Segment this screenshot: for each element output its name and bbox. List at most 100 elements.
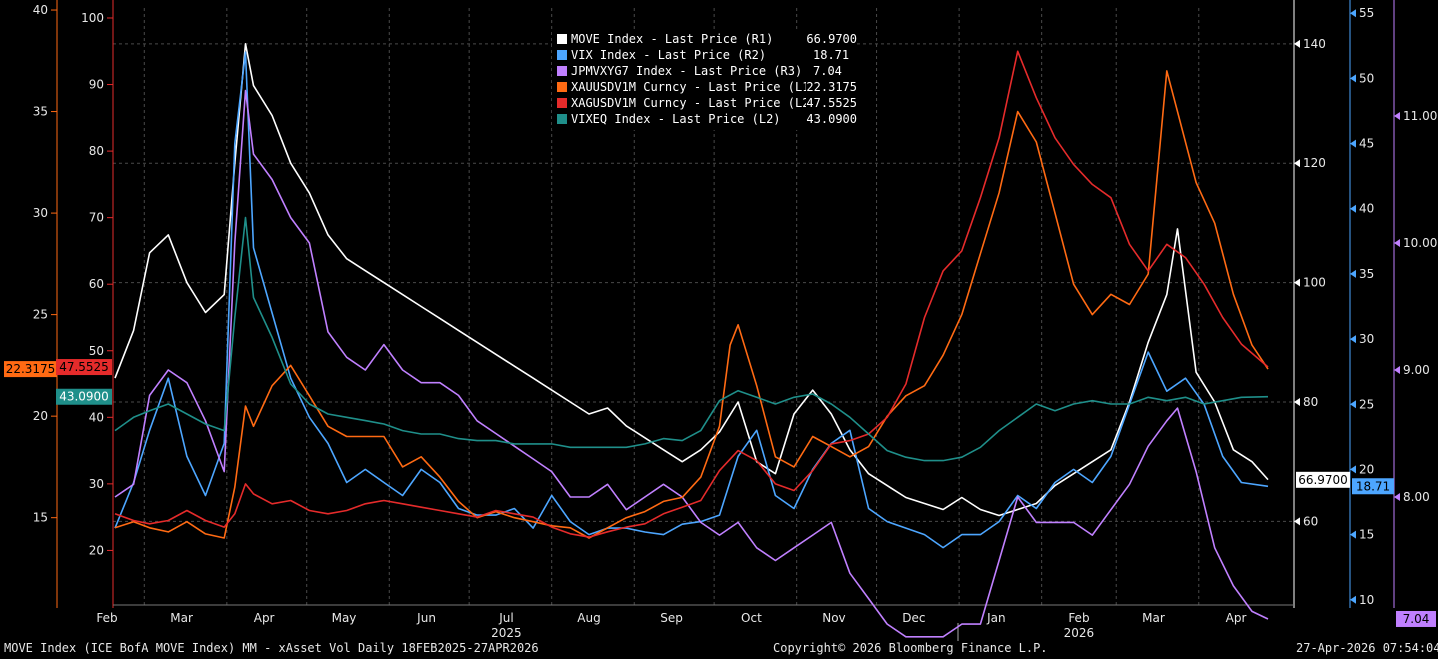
x-tick-label: Jun bbox=[416, 611, 436, 625]
legend-series-name: XAGUSDV1M Curncy - Last Price (L2) bbox=[571, 96, 807, 110]
x-tick-label: Apr bbox=[1226, 611, 1247, 625]
tick-r3 bbox=[1394, 493, 1400, 502]
legend-item: VIX Index - Last Price (R2) 18.71 bbox=[552, 47, 857, 63]
tick-label-r2: 10 bbox=[1359, 593, 1374, 607]
x-tick-label: Aug bbox=[577, 611, 600, 625]
legend-series-name: XAUUSDV1M Curncy - Last Price (L1) bbox=[571, 80, 807, 94]
tick-label-l2: 50 bbox=[89, 344, 104, 358]
legend-last-value: 22.3175 bbox=[806, 80, 857, 94]
legend-item: JPMVXYG7 Index - Last Price (R3) 7.04 bbox=[552, 63, 857, 79]
tick-label-l2: 60 bbox=[89, 277, 104, 291]
tick-label-r2: 45 bbox=[1359, 137, 1374, 151]
legend-last-value: 18.71 bbox=[813, 48, 850, 62]
x-tick-label: Mar bbox=[1142, 611, 1165, 625]
tick-label-r3: 9.00 bbox=[1403, 363, 1430, 377]
tick-label-r3: 10.00 bbox=[1403, 236, 1437, 250]
last-value-badge-vix-text: 18.71 bbox=[1356, 479, 1390, 493]
tick-label-r1: 100 bbox=[1303, 276, 1326, 290]
last-value-badge-move bbox=[1296, 471, 1350, 488]
series-line-xauusdv1m bbox=[114, 70, 1269, 539]
series-line-vix bbox=[114, 51, 1269, 549]
tick-label-l2: 40 bbox=[89, 410, 104, 424]
legend-swatch bbox=[557, 50, 567, 60]
tick-label-l1: 35 bbox=[33, 105, 48, 119]
tick-r2 bbox=[1350, 139, 1356, 148]
x-tick-label: Feb bbox=[96, 611, 117, 625]
legend-series-name: MOVE Index - Last Price (R1) bbox=[571, 32, 774, 46]
tick-r3 bbox=[1394, 111, 1400, 120]
tick-label-r1: 140 bbox=[1303, 37, 1326, 51]
x-tick-label: Nov bbox=[822, 611, 845, 625]
series-line-xagusdv1m bbox=[114, 50, 1269, 538]
tick-label-r2: 55 bbox=[1359, 6, 1374, 20]
tick-r1 bbox=[1294, 39, 1300, 48]
tick-r2 bbox=[1350, 74, 1356, 83]
tick-label-l2: 80 bbox=[89, 144, 104, 158]
tick-label-l1: 20 bbox=[33, 409, 48, 423]
legend-last-value: 7.04 bbox=[813, 64, 842, 78]
tick-label-l1: 25 bbox=[33, 308, 48, 322]
legend-item: XAGUSDV1M Curncy - Last Price (L2) 47.552… bbox=[552, 95, 857, 111]
last-value-badge-xagusdv1m-text: 47.5525 bbox=[59, 360, 109, 374]
tick-label-r2: 30 bbox=[1359, 332, 1374, 346]
legend-series-name: VIX Index - Last Price (R2) bbox=[571, 48, 767, 62]
legend-item: XAUUSDV1M Curncy - Last Price (L1) 22.317… bbox=[552, 79, 857, 95]
tick-r2 bbox=[1350, 204, 1356, 213]
tick-r2 bbox=[1350, 335, 1356, 344]
last-value-badge-xagusdv1m bbox=[56, 359, 112, 376]
tick-label-r2: 25 bbox=[1359, 397, 1374, 411]
tick-label-l2: 70 bbox=[89, 211, 104, 225]
legend-last-value: 43.0900 bbox=[806, 112, 857, 126]
x-tick-label: Feb bbox=[1068, 611, 1089, 625]
tick-label-r2: 50 bbox=[1359, 71, 1374, 85]
tick-r1 bbox=[1294, 278, 1300, 287]
tick-label-l1: 15 bbox=[33, 511, 48, 525]
legend-swatch bbox=[557, 34, 567, 44]
tick-r2 bbox=[1350, 400, 1356, 409]
x-year-label: 2025 bbox=[491, 626, 522, 640]
tick-r1 bbox=[1294, 398, 1300, 407]
tick-label-l2: 30 bbox=[89, 477, 104, 491]
last-value-badge-move-text: 66.9700 bbox=[1298, 473, 1348, 487]
tick-r2 bbox=[1350, 530, 1356, 539]
x-year-label: 2026 bbox=[1064, 626, 1095, 640]
tick-label-r2: 35 bbox=[1359, 267, 1374, 281]
tick-label-r1: 120 bbox=[1303, 156, 1326, 170]
legend-swatch bbox=[557, 82, 567, 92]
tick-r3 bbox=[1394, 366, 1400, 375]
series-line-vixeq bbox=[114, 216, 1269, 462]
x-tick-label: Jul bbox=[498, 611, 513, 625]
x-tick-label: Sep bbox=[660, 611, 683, 625]
footer-timestamp: 27-Apr-2026 07:54:04 bbox=[1296, 641, 1438, 655]
series-line-jpmvxyg7 bbox=[114, 89, 1269, 638]
x-tick-label: Dec bbox=[902, 611, 925, 625]
x-tick-label: Jan bbox=[986, 611, 1006, 625]
tick-r2 bbox=[1350, 595, 1356, 604]
footer-title: MOVE Index (ICE BofA MOVE Index) MM - xA… bbox=[4, 641, 539, 655]
tick-label-l2: 90 bbox=[89, 78, 104, 92]
last-value-badge-vixeq-text: 43.0900 bbox=[59, 390, 109, 404]
legend-swatch bbox=[557, 98, 567, 108]
legend-item: MOVE Index - Last Price (R1) 66.9700 bbox=[552, 31, 857, 47]
x-tick-label: Oct bbox=[741, 611, 762, 625]
tick-label-l2: 20 bbox=[89, 543, 104, 557]
legend-swatch bbox=[557, 114, 567, 124]
legend-item: VIXEQ Index - Last Price (L2) 43.0900 bbox=[552, 111, 857, 127]
legend-series-name: VIXEQ Index - Last Price (L2) bbox=[571, 112, 781, 126]
tick-r2 bbox=[1350, 9, 1356, 18]
tick-r1 bbox=[1294, 517, 1300, 526]
tick-label-r2: 20 bbox=[1359, 462, 1374, 476]
tick-label-l1: 30 bbox=[33, 206, 48, 220]
last-value-badge-jpmvxyg7 bbox=[1396, 610, 1436, 627]
legend: MOVE Index - Last Price (R1) 66.9700 VIX I… bbox=[552, 29, 857, 130]
legend-last-value: 66.9700 bbox=[806, 32, 857, 46]
last-value-badge-xauusdv1m-text: 22.3175 bbox=[6, 362, 56, 376]
tick-r3 bbox=[1394, 238, 1400, 247]
tick-label-r3: 8.00 bbox=[1403, 490, 1430, 504]
tick-label-r3: 11.00 bbox=[1403, 109, 1437, 123]
last-value-badge-vix bbox=[1352, 478, 1394, 495]
footer-copyright: Copyright© 2026 Bloomberg Finance L.P. bbox=[773, 641, 1048, 655]
x-tick-label: Mar bbox=[170, 611, 193, 625]
last-value-badge-vixeq bbox=[56, 388, 112, 405]
